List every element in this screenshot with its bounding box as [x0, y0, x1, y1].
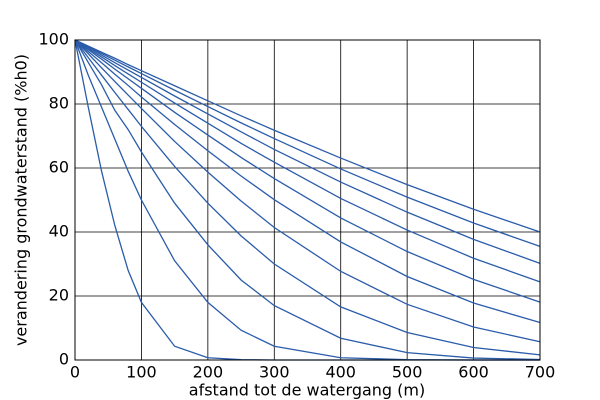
x-tick-label: 400 [325, 363, 356, 382]
x-tick-label: 600 [458, 363, 489, 382]
x-tick-label: 700 [525, 363, 556, 382]
y-tick-label: 80 [49, 94, 69, 113]
y-tick-label: 100 [38, 30, 69, 49]
x-tick-label: 100 [126, 363, 157, 382]
data-line [74, 39, 540, 361]
data-line [74, 39, 541, 233]
plot-frame [74, 39, 541, 361]
data-line [74, 39, 540, 361]
y-axis-label: verandering grondwaterstand (%h0) [12, 54, 31, 346]
y-tick-label: 0 [59, 350, 69, 369]
x-axis-label: afstand tot de watergang (m) [189, 381, 425, 400]
y-tick-label: 60 [49, 158, 69, 177]
data-line [74, 39, 541, 361]
data-line [74, 39, 541, 303]
data-line [74, 39, 541, 283]
x-tick-label: 300 [259, 363, 290, 382]
x-tick-label: 500 [392, 363, 423, 382]
data-line [74, 39, 541, 356]
data-line [74, 39, 541, 264]
data-line [74, 39, 541, 343]
x-tick-label: 200 [193, 363, 224, 382]
x-tick-label: 0 [70, 363, 80, 382]
data-line [74, 39, 541, 248]
y-tick-label: 40 [49, 222, 69, 241]
y-tick-label: 20 [49, 286, 69, 305]
data-line [74, 39, 541, 324]
